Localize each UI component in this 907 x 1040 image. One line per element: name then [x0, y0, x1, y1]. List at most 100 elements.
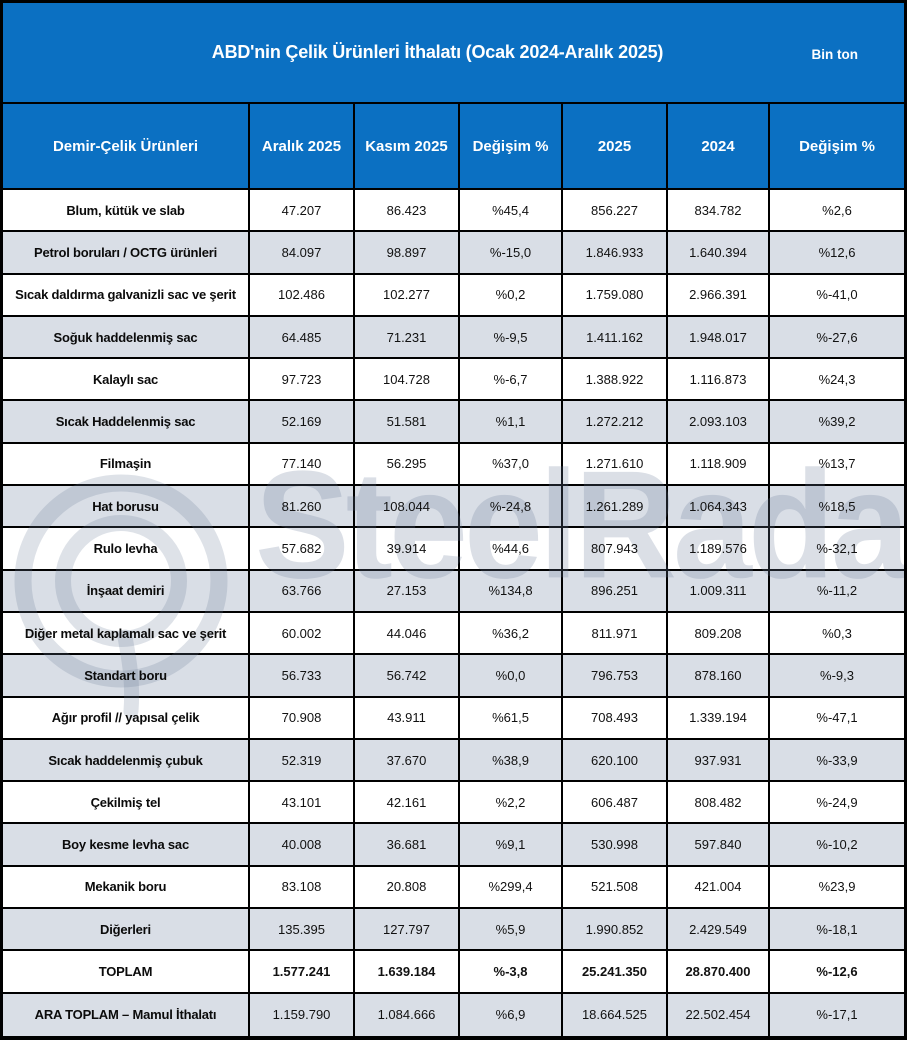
value-cell: 52.169: [250, 401, 355, 442]
value-cell: 856.227: [563, 190, 668, 231]
header-cell-2025: 2025: [563, 104, 668, 188]
value-cell: 807.943: [563, 528, 668, 569]
value-cell: 25.241.350: [563, 951, 668, 992]
value-cell: 937.931: [668, 739, 770, 781]
value-cell: 1.640.394: [668, 232, 770, 273]
value-cell: %2,6: [822, 202, 852, 218]
table-row: ARA TOPLAM – Mamul İthalatı 1.159.790 1.08…: [3, 993, 904, 1036]
table-row: İnşaat demiri 63.766 27.153 %134,8 896.251 1.…: [3, 570, 904, 613]
table-row: Sıcak Haddelenmiş sac 52.169 51.581 %1,1 1.2…: [3, 401, 904, 444]
value-cell: %-15,0: [460, 232, 563, 273]
value-cell: %-17,1: [816, 1007, 858, 1023]
value-cell: 102.486: [250, 274, 355, 315]
value-cell: %-47,1: [816, 710, 858, 726]
product-name-cell: Diğer metal kaplamalı sac ve şerit: [3, 612, 250, 654]
value-cell: 1.846.933: [563, 232, 668, 273]
value-cell: %-6,7: [460, 359, 563, 400]
value-cell: 597.840: [668, 824, 770, 865]
value-cell: 42.161: [355, 782, 460, 823]
value-cell: %-41,0: [816, 287, 858, 303]
table-row: Blum, kütük ve slab 47.207 86.423 %45,4 856.…: [3, 190, 904, 233]
table-row: Filmaşin 77.140 56.295 %37,0 1.271.610 1.118.…: [3, 443, 904, 487]
value-cell: 39.914: [355, 528, 460, 569]
product-name-cell: Sıcak haddelenmiş çubuk: [3, 739, 250, 781]
value-cell: %-18,1: [816, 921, 858, 937]
value-cell: 1.064.343: [668, 486, 770, 527]
value-cell: 47.207: [250, 190, 355, 231]
value-cell: 84.097: [250, 232, 355, 273]
value-cell: %299,4: [460, 866, 563, 908]
value-cell: 86.423: [355, 190, 460, 231]
value-cell: 620.100: [563, 739, 668, 781]
value-cell: %-27,6: [816, 329, 858, 345]
value-cell: 808.482: [668, 782, 770, 823]
product-name-cell: Hat borusu: [3, 486, 250, 527]
value-cell: 878.160: [668, 655, 770, 696]
value-cell: %-24,8: [460, 486, 563, 527]
table-row: Sıcak daldırma galvanizli sac ve şerit 10…: [3, 274, 904, 317]
title-bar: ABD'nin Çelik Ürünleri İthalatı (Ocak 20…: [3, 3, 904, 104]
value-cell: %-11,2: [816, 583, 858, 599]
value-cell: 1.189.576: [668, 528, 770, 569]
product-name-cell: Petrol boruları / OCTG ürünleri: [3, 232, 250, 273]
table-row: Sıcak haddelenmiş çubuk 52.319 37.670 %38,9…: [3, 739, 904, 783]
value-cell: %23,9: [818, 879, 856, 895]
table-row: TOPLAM 1.577.241 1.639.184 %-3,8 25.241.350 2…: [3, 951, 904, 994]
value-cell: %44,6: [460, 528, 563, 569]
value-cell: 796.753: [563, 655, 668, 696]
value-cell: 104.728: [355, 359, 460, 400]
value-cell: %61,5: [460, 697, 563, 738]
value-cell: 98.897: [355, 232, 460, 273]
table-row: Kalaylı sac 97.723 104.728 %-6,7 1.388.922 1.…: [3, 359, 904, 402]
value-cell: 2.093.103: [668, 401, 770, 442]
value-cell: 1.009.311: [668, 570, 770, 611]
value-cell: 530.998: [563, 824, 668, 865]
value-cell: 421.004: [668, 866, 770, 908]
value-cell: %13,7: [818, 456, 856, 472]
table-row: Hat borusu 81.260 108.044 %-24,8 1.261.289 1.…: [3, 486, 904, 529]
product-name-cell: Rulo levha: [3, 528, 250, 569]
value-cell: 1.272.212: [563, 401, 668, 442]
value-cell: 37.670: [355, 739, 460, 781]
value-cell: 22.502.454: [668, 993, 770, 1036]
header-cell-monthly-change: Değişim %: [460, 104, 563, 188]
value-cell: 896.251: [563, 570, 668, 611]
table-row: Ağır profil // yapısal çelik 70.908 43.911…: [3, 697, 904, 740]
page-title: ABD'nin Çelik Ürünleri İthalatı (Ocak 20…: [211, 42, 664, 62]
value-cell: %38,9: [460, 739, 563, 781]
table-row: Diğerleri 135.395 127.797 %5,9 1.990.852 2.42…: [3, 909, 904, 952]
value-cell: 811.971: [563, 612, 668, 654]
value-cell: %18,5: [818, 498, 856, 514]
value-cell: %0,3: [822, 625, 852, 641]
product-name-cell: ARA TOPLAM – Mamul İthalatı: [3, 993, 250, 1036]
value-cell: 83.108: [250, 866, 355, 908]
value-cell: 1.759.080: [563, 274, 668, 315]
value-cell: 64.485: [250, 316, 355, 358]
value-cell: %-9,5: [460, 316, 563, 358]
value-cell: 56.733: [250, 655, 355, 696]
value-cell: 1.118.909: [668, 443, 770, 485]
value-cell: 51.581: [355, 401, 460, 442]
value-cell: %12,6: [818, 244, 856, 260]
value-cell: %24,3: [818, 371, 856, 387]
value-cell: %0,2: [460, 274, 563, 315]
value-cell: 1.116.873: [668, 359, 770, 400]
value-cell: 2.429.549: [668, 909, 770, 950]
product-name-cell: Mekanik boru: [3, 866, 250, 908]
product-name-cell: Blum, kütük ve slab: [3, 190, 250, 231]
value-cell: 1.339.194: [668, 697, 770, 738]
value-cell: 108.044: [355, 486, 460, 527]
value-cell: 43.911: [355, 697, 460, 738]
value-cell: 1.990.852: [563, 909, 668, 950]
value-cell: %-12,6: [816, 964, 858, 980]
unit-label: Bin ton: [811, 47, 859, 62]
value-cell: 77.140: [250, 443, 355, 485]
table-row: Diğer metal kaplamalı sac ve şerit 60.002…: [3, 612, 904, 656]
value-cell: 1.948.017: [668, 316, 770, 358]
value-cell: %0,0: [460, 655, 563, 696]
product-name-cell: Sıcak Haddelenmiş sac: [3, 401, 250, 442]
value-cell: %5,9: [460, 909, 563, 950]
value-cell: %-32,1: [816, 541, 858, 557]
value-cell: 809.208: [668, 612, 770, 654]
value-cell: 71.231: [355, 316, 460, 358]
